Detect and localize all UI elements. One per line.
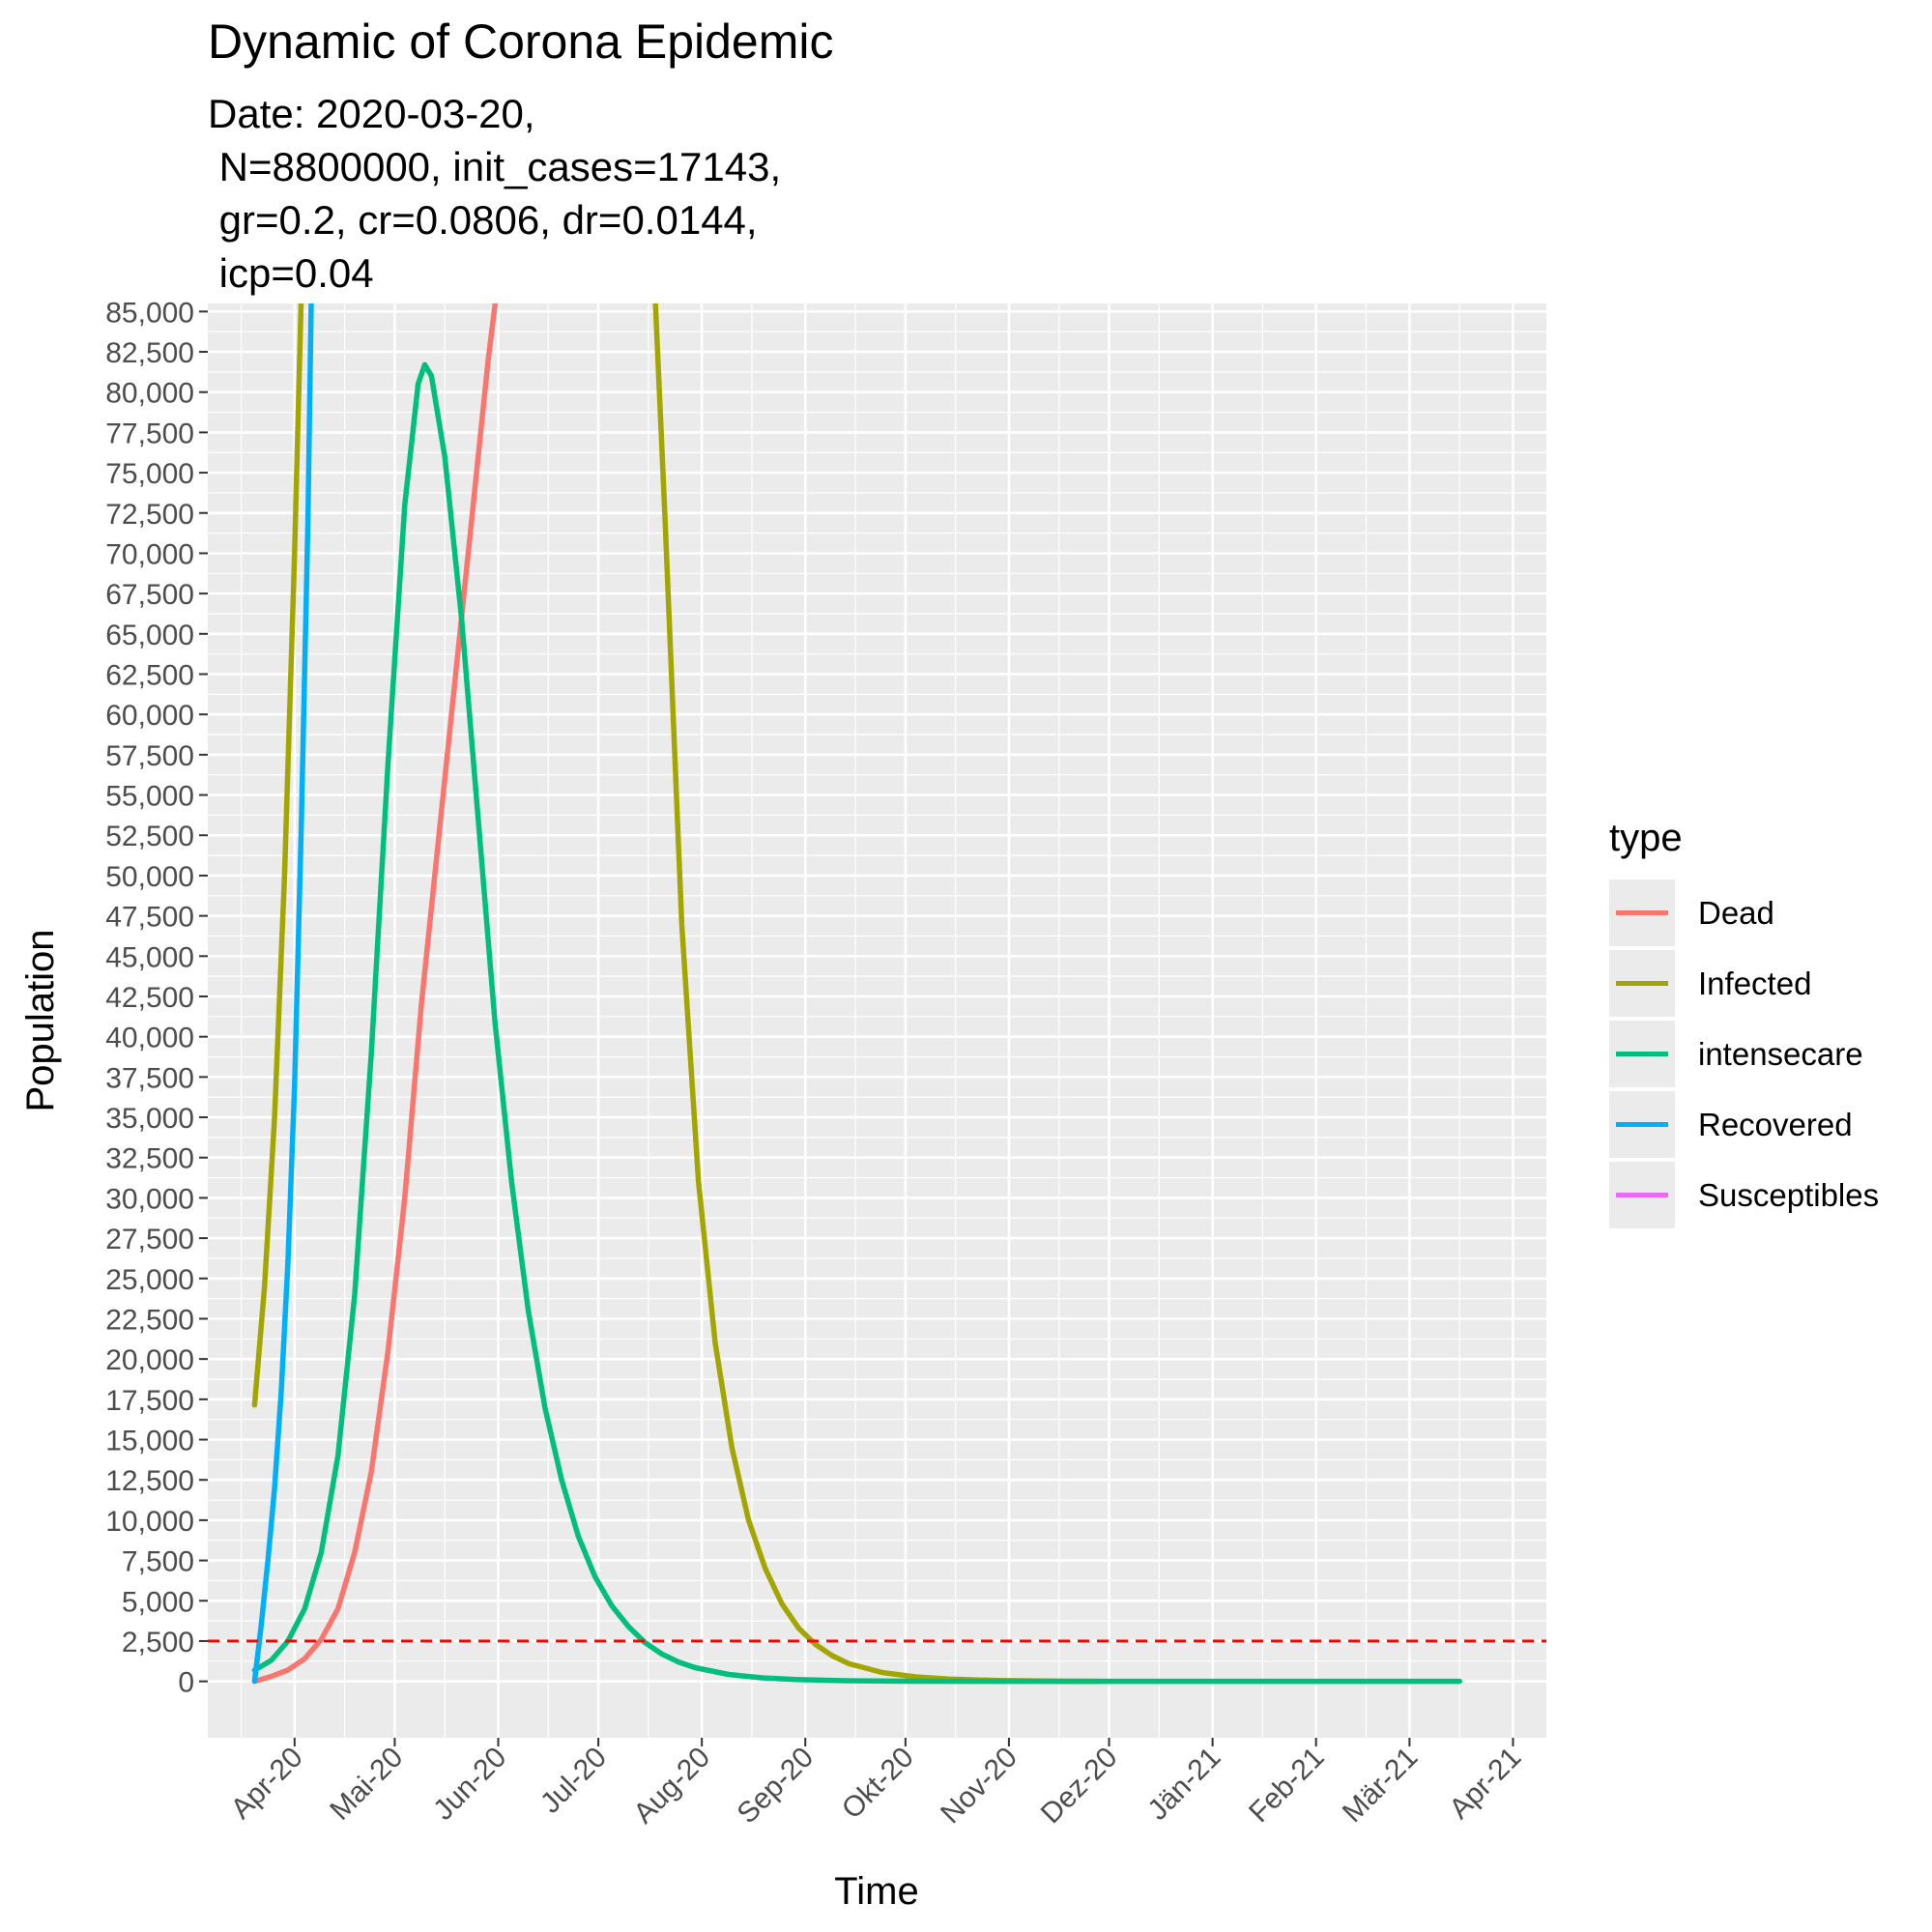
y-tick-label: 30,000 xyxy=(105,1183,194,1215)
series-line-dead xyxy=(251,303,499,1685)
legend-key xyxy=(1609,1162,1675,1228)
y-tick-label: 35,000 xyxy=(105,1103,194,1135)
y-tick-label: 77,500 xyxy=(105,418,194,449)
x-tick-label: Okt-20 xyxy=(836,1742,920,1826)
y-tick-label: 10,000 xyxy=(105,1506,194,1538)
major-gridlines xyxy=(208,303,1546,1738)
x-tick-label: Nov-20 xyxy=(935,1742,1024,1831)
legend-label: Dead xyxy=(1698,894,1774,931)
x-tick-label: Apr-20 xyxy=(225,1742,309,1826)
legend-label: intensecare xyxy=(1698,1035,1863,1072)
y-tick-label: 5,000 xyxy=(122,1586,194,1618)
y-tick-label: 50,000 xyxy=(105,861,194,893)
x-axis-title: Time xyxy=(834,1870,918,1913)
y-tick-label: 0 xyxy=(178,1667,194,1699)
x-tick-label: Apr-21 xyxy=(1443,1742,1527,1826)
x-tick-label: Dez-20 xyxy=(1035,1742,1124,1831)
x-tick-label: Jul-20 xyxy=(534,1742,613,1820)
legend-item-infected: Infected xyxy=(1609,948,1879,1019)
x-tick-label: Aug-20 xyxy=(627,1742,716,1831)
y-tick-label: 45,000 xyxy=(105,941,194,973)
legend-item-intensecare: intensecare xyxy=(1609,1019,1879,1089)
legend-label: Susceptibles xyxy=(1698,1176,1880,1213)
y-tick-label: 15,000 xyxy=(105,1426,194,1457)
y-tick-label: 80,000 xyxy=(105,378,194,410)
legend-label: Recovered xyxy=(1698,1106,1853,1142)
legend: type Dead Infected intensecare Recovered Sus… xyxy=(1609,817,1879,1230)
y-tick-label: 75,000 xyxy=(105,458,194,490)
y-tick-label: 72,500 xyxy=(105,499,194,531)
y-axis: 0 2,500 5,000 7,500 10,000 12,500 15,000 17,500… xyxy=(105,297,208,1699)
y-tick-label: 17,500 xyxy=(105,1385,194,1417)
y-tick-label: 40,000 xyxy=(105,1023,194,1054)
y-tick-label: 22,500 xyxy=(105,1304,194,1336)
y-tick-label: 85,000 xyxy=(105,297,194,329)
minor-gridlines xyxy=(208,303,1546,1738)
legend-item-dead: Dead xyxy=(1609,878,1879,948)
x-tick-label: Sep-20 xyxy=(731,1742,820,1831)
legend-swatch xyxy=(1616,1193,1668,1197)
y-tick-label: 12,500 xyxy=(105,1465,194,1497)
y-tick-label: 7,500 xyxy=(122,1546,194,1578)
series-line-intensecare xyxy=(251,361,1462,1685)
y-tick-label: 67,500 xyxy=(105,579,194,611)
x-tick-label: Mär-21 xyxy=(1337,1742,1425,1830)
series-line-recovered xyxy=(251,303,314,1685)
legend-item-recovered: Recovered xyxy=(1609,1089,1879,1160)
legend-item-susceptibles: Susceptibles xyxy=(1609,1160,1879,1230)
x-tick-label: Feb-21 xyxy=(1243,1742,1331,1830)
y-tick-label: 60,000 xyxy=(105,700,194,732)
legend-key xyxy=(1609,879,1675,946)
y-axis-title: Population xyxy=(19,929,62,1111)
y-tick-label: 55,000 xyxy=(105,781,194,813)
legend-key xyxy=(1609,1021,1675,1087)
legend-swatch xyxy=(1616,1122,1668,1127)
legend-swatch xyxy=(1616,1052,1668,1056)
plot-panel xyxy=(208,303,1546,1738)
legend-swatch xyxy=(1616,981,1668,986)
y-tick-label: 25,000 xyxy=(105,1264,194,1296)
legend-swatch xyxy=(1616,910,1668,915)
series-line-infected xyxy=(251,303,1102,1685)
y-tick-label: 20,000 xyxy=(105,1344,194,1376)
y-tick-label: 52,500 xyxy=(105,821,194,852)
y-tick-label: 65,000 xyxy=(105,620,194,651)
y-tick-label: 62,500 xyxy=(105,660,194,692)
y-tick-label: 70,000 xyxy=(105,538,194,570)
x-tick-label: Jun-20 xyxy=(427,1742,512,1827)
legend-key xyxy=(1609,1091,1675,1158)
legend-items: Dead Infected intensecare Recovered Suscepti… xyxy=(1609,878,1879,1230)
y-tick-label: 37,500 xyxy=(105,1062,194,1094)
y-tick-label: 2,500 xyxy=(122,1627,194,1658)
legend-title: type xyxy=(1609,817,1683,859)
x-tick-label: Jän-21 xyxy=(1141,1742,1226,1827)
series-layer xyxy=(251,303,1462,1685)
x-axis: Apr-20 Mai-20 Jun-20 Jul-20 Aug-20 Sep-20 Okt-… xyxy=(225,1738,1527,1831)
y-tick-label: 42,500 xyxy=(105,982,194,1014)
y-tick-label: 57,500 xyxy=(105,740,194,772)
chart-subtitle: Date: 2020-03-20, N=8800000, init_cases=… xyxy=(208,91,782,296)
legend-label: Infected xyxy=(1698,965,1812,1001)
y-tick-label: 47,500 xyxy=(105,902,194,934)
legend-key xyxy=(1609,950,1675,1017)
y-tick-label: 32,500 xyxy=(105,1143,194,1175)
chart-title: Dynamic of Corona Epidemic xyxy=(208,14,834,69)
x-tick-label: Mai-20 xyxy=(324,1742,409,1827)
y-tick-label: 82,500 xyxy=(105,337,194,369)
y-tick-label: 27,500 xyxy=(105,1224,194,1255)
